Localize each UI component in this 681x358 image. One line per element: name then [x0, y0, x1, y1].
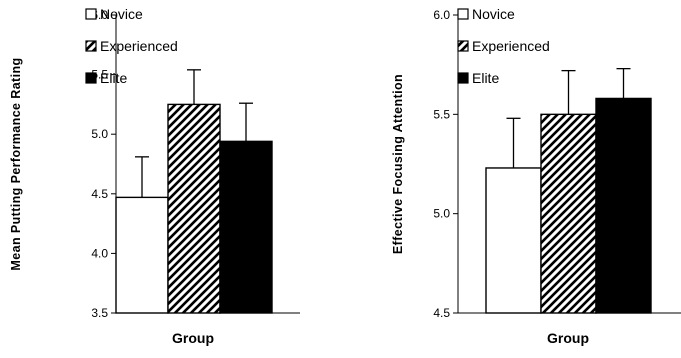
bar-novice [115, 196, 169, 314]
legend-swatch-novice [85, 8, 97, 20]
y-axis-title: Mean Putting Performance Rating [9, 57, 23, 270]
bar-elite [219, 140, 273, 314]
legend-label: Elite [100, 70, 127, 86]
y-tick-label: 5.0 [91, 127, 108, 141]
bar-novice [485, 167, 542, 314]
legend-swatch-novice [457, 8, 469, 20]
bar-experienced [540, 113, 597, 314]
legend-swatch-experienced [457, 40, 469, 52]
y-tick-label: 4.5 [433, 306, 450, 320]
y-tick-label: 4.0 [91, 246, 108, 260]
x-axis-title: Group [547, 330, 589, 346]
bar-experienced [167, 103, 221, 314]
y-tick-label: 4.5 [91, 187, 108, 201]
legend-label: Experienced [100, 38, 178, 54]
y-axis-title: Effective Focusing Attention [391, 74, 405, 254]
legend-label: Elite [472, 70, 499, 86]
legend-label: Novice [472, 6, 515, 22]
legend-label: Novice [100, 6, 143, 22]
y-tick-label: 3.5 [91, 306, 108, 320]
legend-label: Experienced [472, 38, 550, 54]
y-tick-label: 5.0 [433, 207, 450, 221]
chart-focusing-attention: 4.5 5.0 5.5 6.0 Novice Experienced Elite Effect… [391, 6, 681, 346]
x-axis-title: Group [172, 330, 214, 346]
legend-swatch-experienced [85, 40, 97, 52]
bar-elite [595, 97, 652, 314]
y-tick-label: 5.5 [433, 107, 450, 121]
legend-swatch-elite [85, 72, 97, 84]
chart-putting-performance: 3.54.04.55.05.56.0NoviceExperiencedElite… [9, 6, 300, 346]
y-tick-label: 6.0 [433, 8, 450, 22]
legend-swatch-elite [457, 72, 469, 84]
